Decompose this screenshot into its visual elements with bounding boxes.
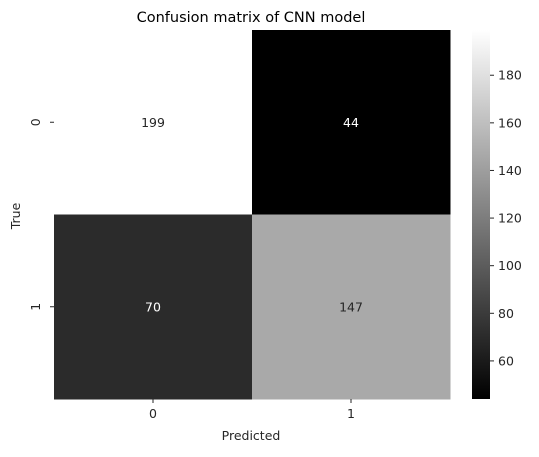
chart-title: Confusion matrix of CNN model [137, 10, 366, 26]
y-tick-label-0: 0 [28, 118, 43, 126]
colorbar-tick-label-4: 140 [498, 163, 522, 178]
x-axis-label: Predicted [222, 428, 281, 443]
heatmap-cells [54, 30, 451, 400]
colorbar-tick-label-2: 100 [498, 258, 522, 273]
heatmap-cell-1-0 [54, 214, 253, 400]
heatmap-cell-1-1 [252, 214, 451, 400]
colorbar-tick-label-3: 120 [498, 211, 522, 226]
cell-value-label-0-0: 199 [141, 115, 165, 130]
cell-value-label-1-0: 70 [145, 299, 161, 314]
colorbar-tick-label-1: 80 [498, 306, 514, 321]
heatmap-cell-0-0 [54, 30, 253, 215]
cell-value-label-0-1: 44 [343, 115, 359, 130]
cell-value-labels: 199 44 70 147 [141, 115, 363, 315]
colorbar-ticks: 60 80 100 120 140 160 180 [490, 68, 522, 368]
y-tick-label-1: 1 [28, 303, 43, 311]
cell-value-label-1-1: 147 [339, 299, 363, 314]
y-axis-label: True [8, 202, 23, 230]
colorbar [472, 30, 490, 399]
heatmap-cell-0-1 [252, 30, 451, 215]
colorbar-tick-label-6: 180 [498, 68, 522, 83]
x-tick-label-1: 1 [347, 406, 355, 421]
colorbar-tick-label-5: 160 [498, 115, 522, 130]
x-tick-label-0: 0 [149, 406, 157, 421]
y-axis-ticks: 01 [28, 118, 54, 311]
colorbar-tick-label-0: 60 [498, 353, 514, 368]
